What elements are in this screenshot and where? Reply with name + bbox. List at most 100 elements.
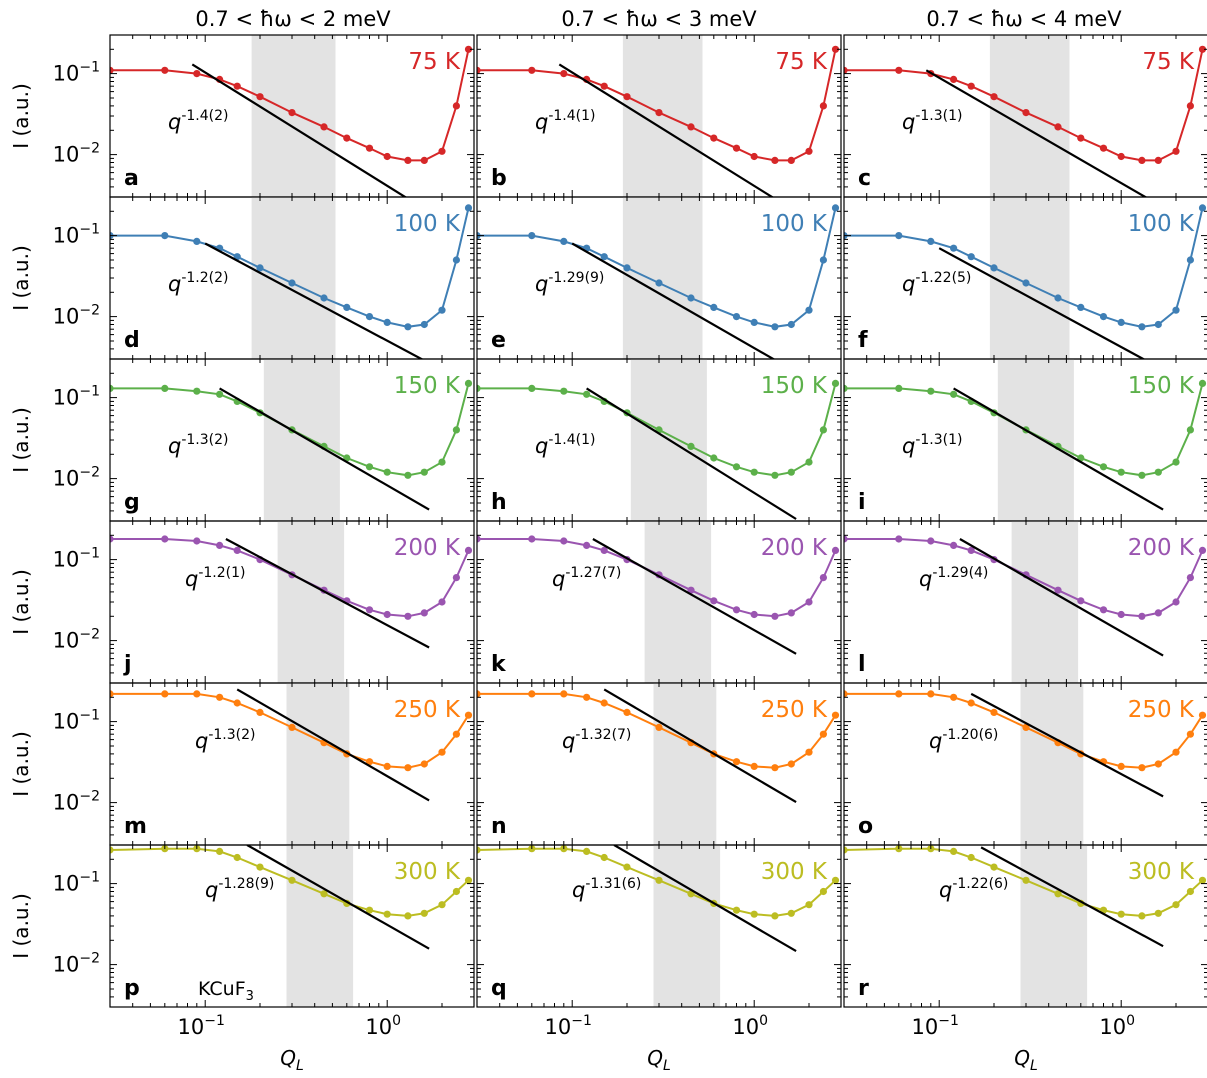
data-point bbox=[732, 758, 741, 766]
fit-line bbox=[925, 69, 1148, 197]
data-point bbox=[967, 853, 975, 862]
panel-f: 100 K f q-1.22(5) bbox=[843, 196, 1207, 360]
data-point bbox=[365, 144, 374, 152]
data-point bbox=[805, 306, 813, 314]
data-point bbox=[831, 711, 840, 719]
data-point bbox=[750, 318, 758, 326]
data-point bbox=[1138, 323, 1146, 331]
data-point bbox=[288, 876, 296, 884]
data-point bbox=[365, 606, 374, 614]
data-point bbox=[560, 237, 568, 245]
data-point bbox=[193, 690, 201, 698]
data-point bbox=[1138, 156, 1146, 164]
data-point bbox=[110, 384, 114, 392]
shaded-region bbox=[1020, 845, 1088, 1007]
data-point bbox=[320, 123, 328, 131]
temperature-label: 200 K bbox=[761, 535, 828, 561]
data-point bbox=[193, 70, 201, 78]
panel-o: 250 K o q-1.20(6) bbox=[843, 682, 1207, 846]
data-point bbox=[831, 379, 840, 387]
data-point bbox=[1099, 606, 1108, 614]
shaded-region bbox=[644, 521, 712, 683]
x-axis-label: QL bbox=[1014, 1046, 1038, 1074]
data-point bbox=[600, 253, 608, 261]
x-tick-label: 100 bbox=[732, 1013, 768, 1039]
data-point bbox=[1198, 204, 1207, 212]
data-point bbox=[819, 574, 828, 582]
data-point bbox=[787, 609, 795, 617]
data-point bbox=[819, 102, 828, 110]
data-point bbox=[950, 693, 958, 701]
data-point bbox=[464, 204, 473, 212]
data-point bbox=[844, 690, 848, 698]
x-tick-label: 100 bbox=[365, 1013, 401, 1039]
data-point bbox=[1172, 598, 1180, 606]
y-axis-label: I (a.u.) bbox=[9, 893, 33, 959]
data-point bbox=[787, 909, 795, 917]
data-point bbox=[732, 313, 741, 321]
data-point bbox=[1022, 109, 1030, 117]
panel-label: f bbox=[858, 328, 868, 353]
fit-line bbox=[953, 387, 1164, 511]
data-point bbox=[1172, 748, 1180, 756]
data-point bbox=[771, 612, 779, 620]
temperature-label: 75 K bbox=[408, 49, 461, 75]
data-point bbox=[288, 109, 296, 117]
data-point bbox=[404, 912, 412, 920]
temperature-label: 300 K bbox=[394, 859, 461, 885]
data-point bbox=[655, 876, 663, 884]
data-point bbox=[1154, 760, 1162, 768]
data-point bbox=[1138, 471, 1146, 479]
data-point bbox=[967, 82, 975, 90]
y-axis-label: I (a.u.) bbox=[9, 83, 33, 149]
data-point bbox=[320, 294, 328, 302]
data-point bbox=[623, 264, 631, 272]
temperature-label: 75 K bbox=[775, 49, 828, 75]
data-point bbox=[732, 606, 741, 614]
data-point bbox=[1186, 426, 1194, 434]
data-point bbox=[452, 256, 460, 264]
shaded-region bbox=[622, 35, 703, 197]
data-point bbox=[420, 760, 428, 768]
data-point bbox=[438, 458, 446, 466]
data-point bbox=[1186, 574, 1194, 582]
panel-i: 150 K i q-1.3(1) bbox=[843, 358, 1207, 522]
fit-line bbox=[558, 63, 775, 197]
panel-e: 100 K e q-1.29(9) bbox=[476, 196, 842, 360]
panel-n: 250 K n q-1.32(7) bbox=[476, 682, 842, 846]
temperature-label: 150 K bbox=[394, 373, 461, 399]
data-point bbox=[927, 690, 935, 698]
temperature-label: 100 K bbox=[761, 211, 828, 237]
data-point bbox=[161, 232, 169, 240]
shaded-region bbox=[1011, 521, 1079, 683]
series-line bbox=[477, 383, 837, 477]
data-point bbox=[216, 390, 224, 398]
data-point bbox=[256, 708, 264, 717]
series-line bbox=[110, 847, 470, 917]
series-line bbox=[844, 207, 1204, 328]
data-point bbox=[1172, 901, 1180, 909]
temperature-label: 100 K bbox=[394, 211, 461, 237]
panel-label: k bbox=[491, 652, 507, 677]
y-tick-label: 10−2 bbox=[53, 465, 100, 491]
data-point bbox=[383, 152, 391, 161]
data-point bbox=[710, 454, 718, 462]
data-point bbox=[1172, 306, 1180, 314]
data-point bbox=[771, 323, 779, 331]
x-tick-label: 10−1 bbox=[178, 1013, 225, 1039]
data-point bbox=[1154, 909, 1162, 917]
data-point bbox=[1117, 318, 1125, 326]
data-point bbox=[452, 102, 460, 110]
series-line bbox=[477, 847, 837, 917]
y-tick-label: 10−2 bbox=[53, 789, 100, 815]
exponent-annotation: q-1.29(9) bbox=[535, 270, 604, 296]
data-point bbox=[110, 690, 114, 698]
panel-label: n bbox=[491, 814, 507, 839]
shaded-region bbox=[653, 683, 717, 845]
data-point bbox=[990, 264, 998, 272]
data-point bbox=[895, 384, 903, 392]
shaded-region bbox=[989, 197, 1070, 359]
data-point bbox=[771, 471, 779, 479]
data-point bbox=[1138, 612, 1146, 620]
